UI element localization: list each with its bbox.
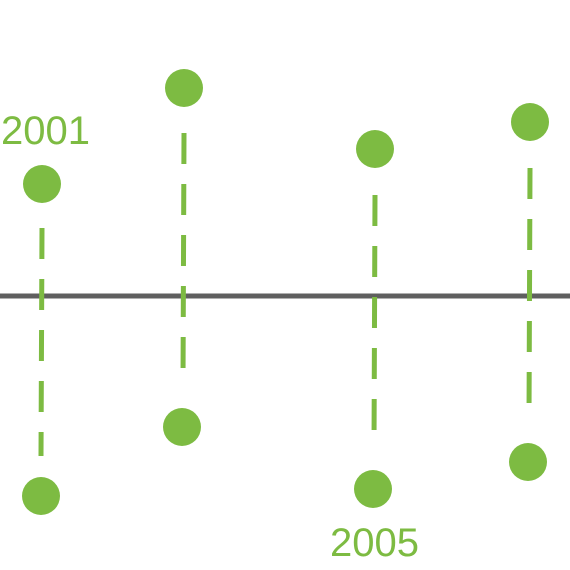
milestone-dot [163,408,201,446]
milestone-dot [165,69,203,107]
milestone-dot [511,103,549,141]
milestone-dot [22,477,60,515]
milestone-dot [356,130,394,168]
year-label-2005: 2005 [330,521,419,565]
connector-line [38,227,45,457]
connector-line [180,132,187,385]
connector-line [526,167,533,420]
year-label-2001: 2001 [1,109,90,153]
milestone-dot [23,165,61,203]
connector-line [371,194,378,449]
milestone-dot [509,443,547,481]
milestone-dot [354,470,392,508]
